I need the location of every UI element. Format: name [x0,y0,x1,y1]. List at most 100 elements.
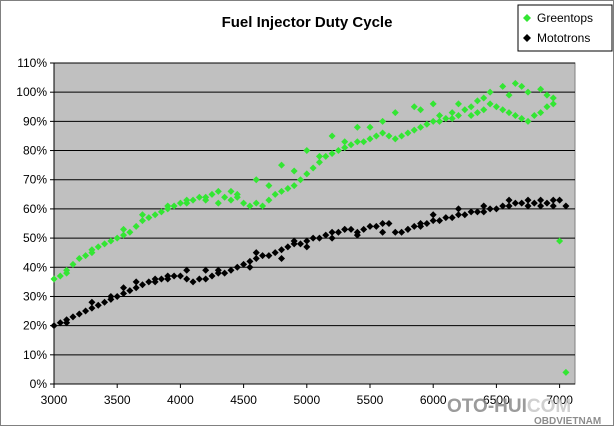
data-point [511,199,519,207]
data-point [176,272,184,280]
data-point [537,202,545,210]
data-point [473,208,481,216]
data-point [347,141,355,149]
data-point [265,196,273,204]
data-point [442,114,450,122]
x-tick-label: 5000 [293,393,320,407]
legend-label-mototrons: Mototrons [537,31,590,45]
data-point [303,147,311,155]
data-point [69,313,77,321]
data-point [315,158,323,166]
data-point [518,114,526,122]
data-point [423,120,431,128]
data-point [221,193,229,201]
data-point [543,91,551,99]
data-point [265,252,273,260]
data-point [486,88,494,96]
x-tick-labels: 3000 3500 4000 4500 5000 5500 6000 6500 7000 [41,393,574,407]
data-point [252,249,260,257]
data-point [120,225,128,233]
data-point [246,202,254,210]
x-tick-label: 6000 [420,393,447,407]
data-point [454,211,462,219]
y-tick-label: 20% [23,319,47,333]
data-point [505,109,513,117]
data-point [537,109,545,117]
data-point [556,237,564,245]
y-tick-label: 40% [23,260,47,274]
data-point [480,208,488,216]
data-point [227,196,235,204]
data-point [549,100,557,108]
data-point [296,176,304,184]
data-point [164,202,172,210]
data-point [429,117,437,125]
y-tick-labels: 0% 10% 20% 30% 40% 50% 60% 70% 80% 90% 100% 110% [16,56,47,391]
data-point [334,228,342,236]
data-point [385,132,393,140]
data-point [240,260,248,268]
data-point [303,170,311,178]
watermark-brand-part2: COM [527,396,571,417]
data-point [145,214,153,222]
plot-area [53,62,576,385]
data-point [461,106,469,114]
data-point [562,368,570,376]
data-point [379,228,387,236]
data-point [429,211,437,219]
data-point [322,231,330,239]
data-point [322,152,330,160]
data-point [214,199,222,207]
data-point [347,225,355,233]
watermark: OTO-HUICOM OBDVIETNAM [447,396,601,427]
data-point [101,240,109,248]
data-point [454,112,462,120]
y-tick-label: 70% [23,173,47,187]
y-tick-label: 10% [23,348,47,362]
data-point [284,184,292,192]
data-point [334,147,342,155]
data-point [410,126,418,134]
data-point [88,249,96,257]
data-point [499,202,507,210]
x-tick-label: 6500 [483,393,510,407]
data-point [50,275,58,283]
data-point [252,176,260,184]
data-point [423,220,431,227]
data-point [448,114,456,122]
x-tick-label: 4000 [167,393,194,407]
data-point [214,266,222,274]
y-tick-label: 50% [23,231,47,245]
data-point [454,100,462,108]
data-point [278,187,286,195]
data-point [94,243,102,251]
data-point [259,202,267,210]
data-point [537,196,545,204]
data-point [461,211,469,219]
legend-label-greentops: Greentops [537,11,593,25]
data-point [202,193,210,201]
x-tick-label: 4500 [230,393,257,407]
data-point [467,208,475,216]
data-point [259,252,267,260]
data-point [126,287,134,295]
data-point [170,272,178,280]
data-point [107,237,115,245]
watermark-brand: OTO-HUICOM [447,396,571,417]
data-point [511,112,519,120]
data-point [410,103,418,111]
data-point [290,237,298,245]
data-point [391,135,399,143]
data-point [189,278,197,286]
watermark-subtitle: OBDVIETNAM [534,416,601,427]
data-point [233,263,241,271]
data-point [328,132,336,140]
data-point [436,112,444,120]
data-point [88,298,96,306]
data-point [227,266,235,274]
data-point [366,123,374,131]
data-point [524,202,532,210]
data-point [524,196,532,204]
data-point [448,214,456,222]
